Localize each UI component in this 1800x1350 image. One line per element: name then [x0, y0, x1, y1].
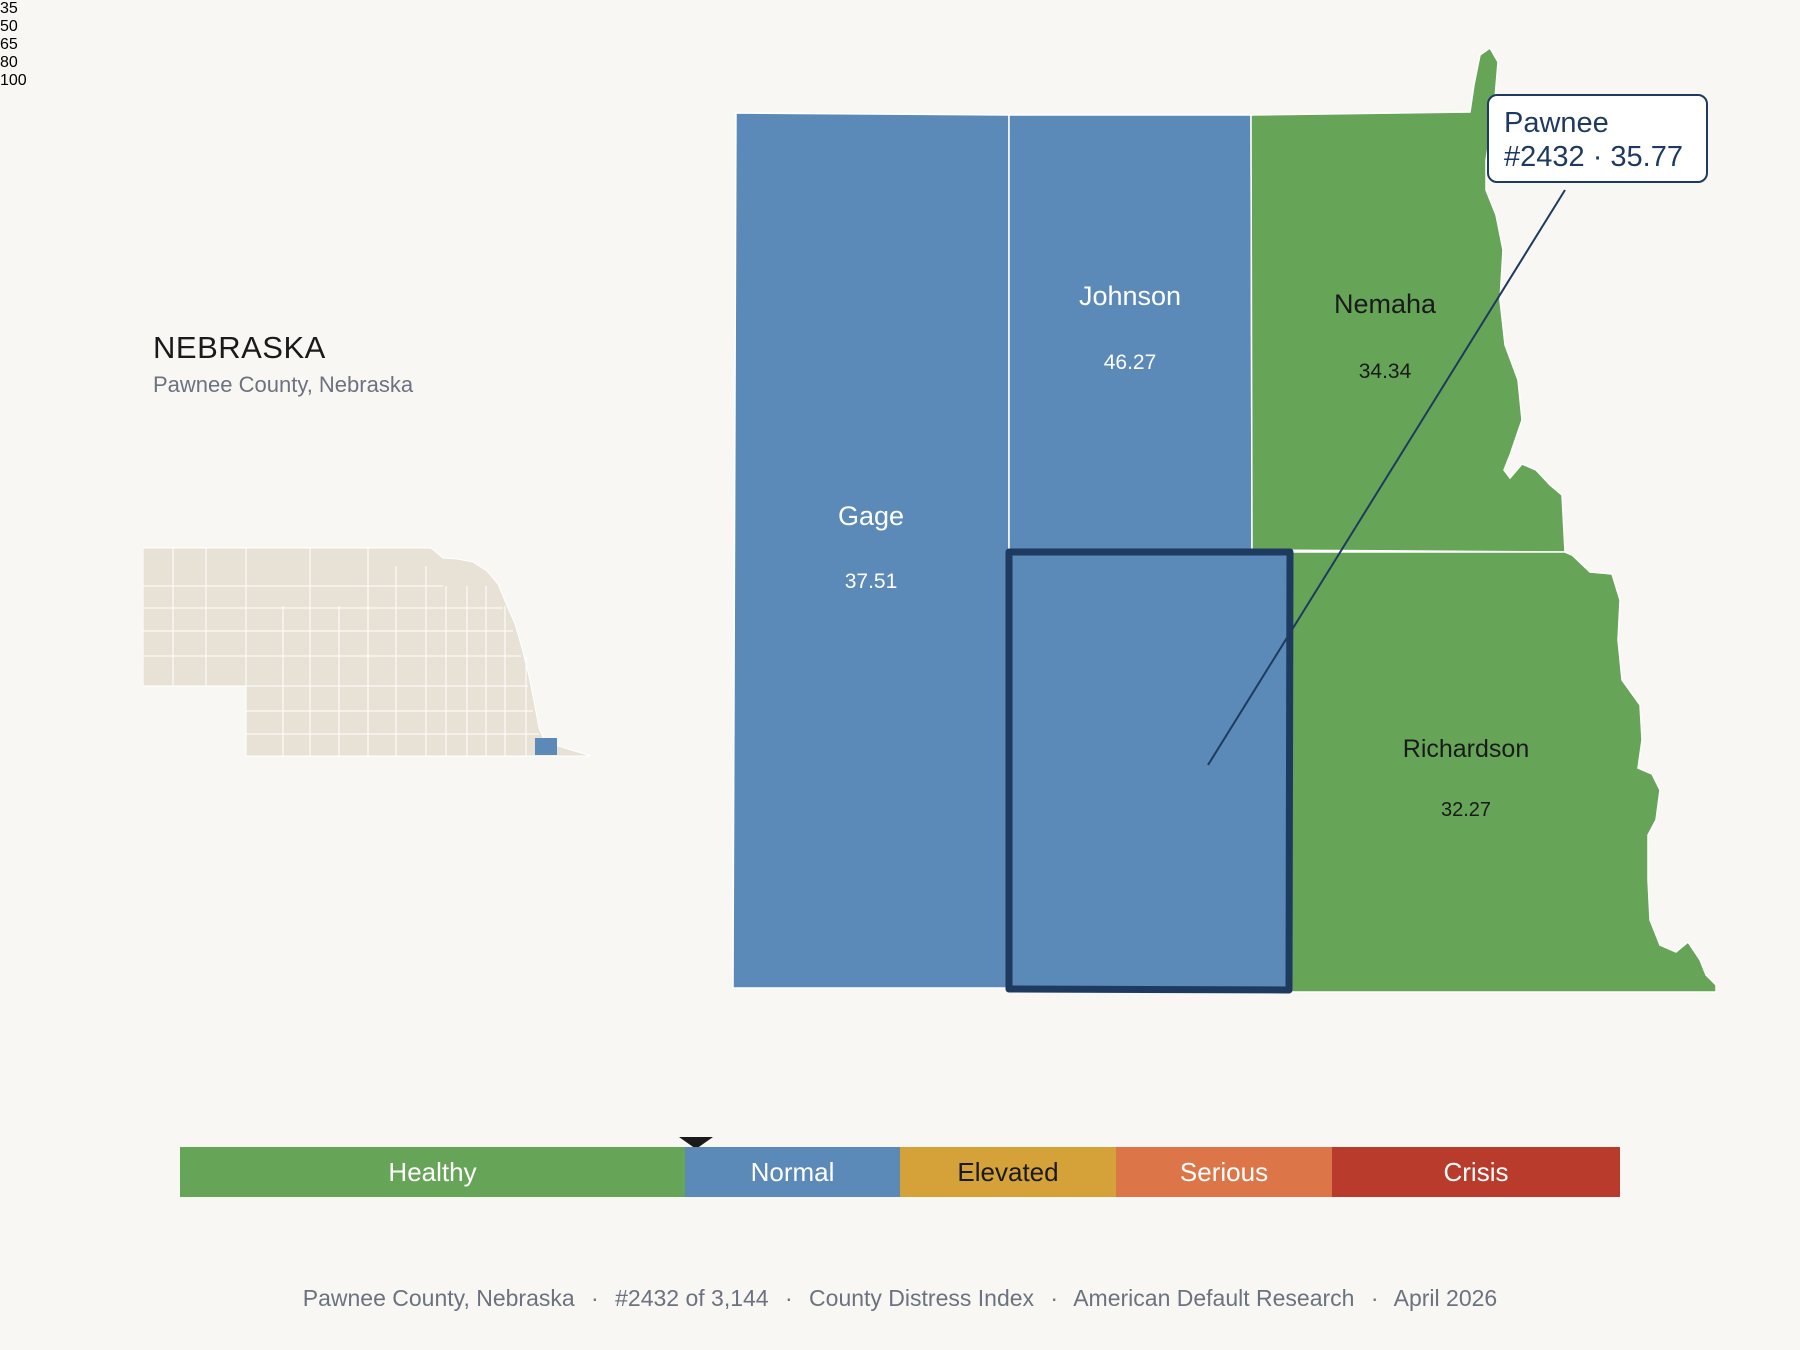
legend-tick-100: 100	[0, 72, 27, 89]
pawnee-callout: Pawnee #2432 · 35.77	[1487, 94, 1708, 183]
state-locator-map	[143, 547, 592, 757]
legend-segment-healthy: Healthy	[180, 1147, 685, 1197]
callout-detail: #2432 · 35.77	[1504, 141, 1683, 173]
callout-name: Pawnee	[1504, 107, 1609, 139]
county-subtitle: Pawnee County, Nebraska	[153, 372, 414, 397]
county-johnson[interactable]	[1008, 114, 1253, 553]
legend-label-serious: Serious	[1179, 1156, 1269, 1187]
county-value-gage: 37.51	[845, 570, 898, 593]
county-value-johnson: 46.27	[1104, 351, 1157, 374]
footer-separator: ·	[784, 1285, 793, 1311]
county-label-nemaha: Nemaha	[1334, 289, 1437, 319]
county-label-gage: Gage	[838, 501, 904, 531]
nebraska-outline	[143, 547, 592, 757]
footer-date: April 2026	[1393, 1285, 1498, 1311]
legend-tick-65: 65	[0, 36, 18, 53]
callout-leader-line	[1207, 189, 1566, 766]
legend-segment-serious: Serious	[1116, 1147, 1332, 1197]
legend-label-elevated: Elevated	[957, 1156, 1059, 1187]
legend-segment-normal: Normal	[685, 1147, 900, 1197]
county-richardson[interactable]	[1251, 551, 1717, 993]
legend-label-normal: Normal	[750, 1156, 835, 1187]
county-value-richardson: 32.27	[1441, 799, 1491, 821]
legend-label-crisis: Crisis	[1443, 1156, 1509, 1187]
county-label-richardson: Richardson	[1403, 735, 1529, 763]
footer-separator: ·	[1370, 1285, 1379, 1311]
locator-highlight-pawnee	[535, 738, 557, 755]
county-value-nemaha: 34.34	[1359, 360, 1412, 383]
footer-separator: ·	[591, 1285, 599, 1311]
county-nemaha[interactable]	[1250, 46, 1566, 553]
footer-county: Pawnee County, Nebraska	[302, 1285, 575, 1311]
legend-tick-80: 80	[0, 54, 18, 71]
footer-rank: #2432 of 3,144	[615, 1285, 769, 1311]
legend-tick-50: 50	[0, 18, 18, 35]
legend-bar: Healthy Normal Elevated Serious Crisis	[180, 1147, 1620, 1197]
footer-source: American Default Research	[1073, 1285, 1355, 1311]
county-gage[interactable]	[732, 112, 1010, 989]
legend-segment-elevated: Elevated	[900, 1147, 1116, 1197]
index-marker	[679, 1137, 714, 1149]
state-title: NEBRASKA	[153, 330, 326, 365]
title-block: NEBRASKA Pawnee County, Nebraska	[153, 330, 413, 398]
legend-tick-35: 35	[0, 0, 18, 17]
footer-index: County Distress Index	[809, 1285, 1035, 1311]
county-pawnee[interactable]	[1005, 548, 1294, 994]
locator-county-grid	[143, 548, 539, 756]
footer-separator: ·	[1050, 1285, 1059, 1311]
legend-segment-crisis: Crisis	[1332, 1147, 1620, 1197]
county-label-johnson: Johnson	[1079, 281, 1181, 311]
footer: Pawnee County, Nebraska · #2432 of 3,144…	[0, 1285, 1800, 1312]
legend-label-healthy: Healthy	[388, 1156, 477, 1187]
